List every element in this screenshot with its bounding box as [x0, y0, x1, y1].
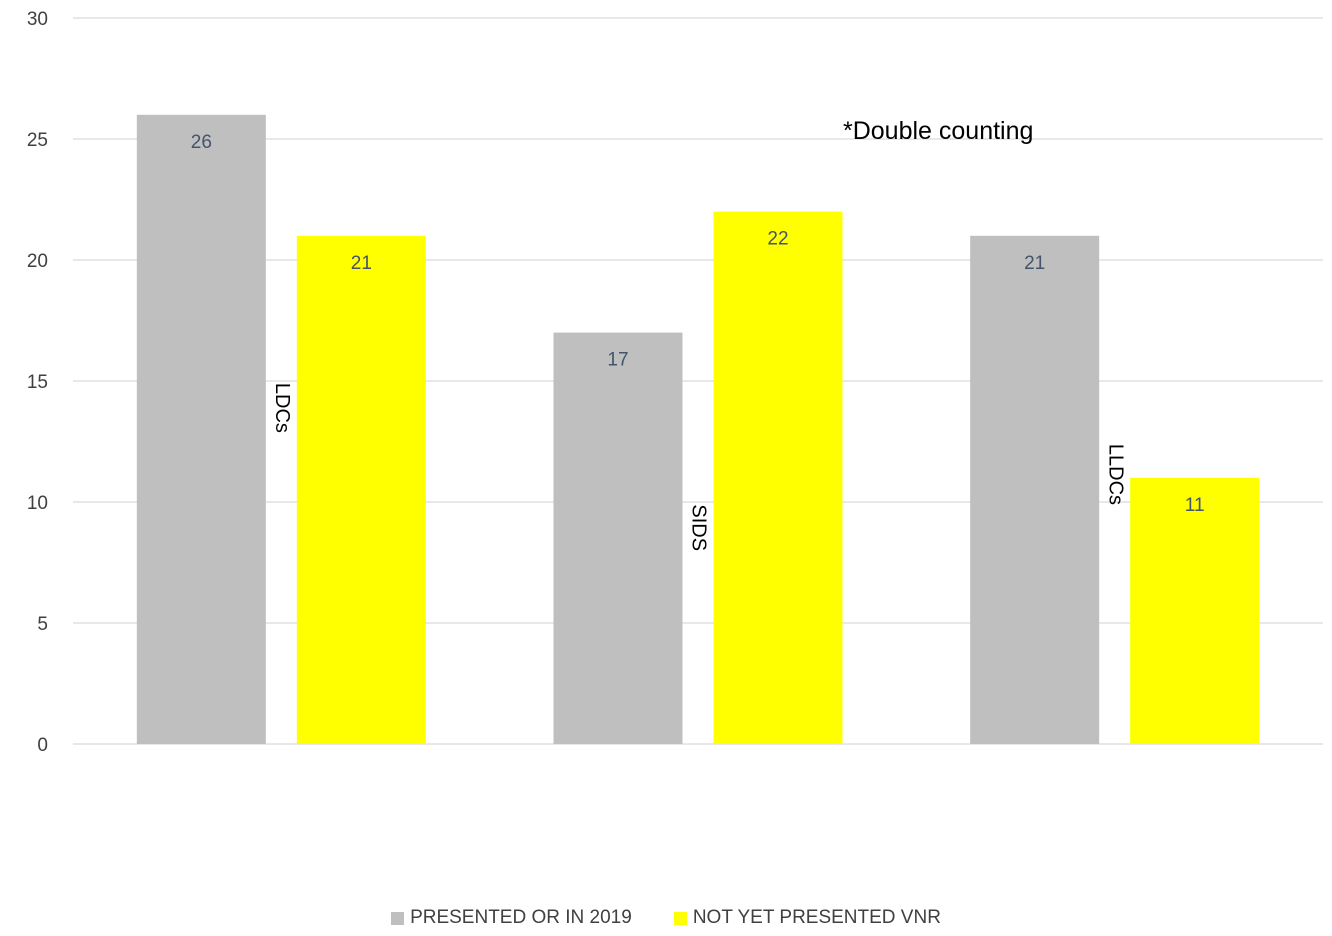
legend-label-not-yet: NOT YET PRESENTED VNR — [692, 907, 941, 928]
y-tick-label: 30 — [27, 9, 48, 30]
y-tick-label: 15 — [27, 372, 48, 393]
bars — [136, 114, 1260, 745]
legend-item-presented: PRESENTED OR IN 2019 — [391, 904, 632, 932]
bar — [713, 211, 843, 745]
category-label: LLDCs — [1104, 444, 1126, 505]
data-label: 21 — [1024, 253, 1045, 274]
bar — [296, 235, 426, 745]
legend: PRESENTED OR IN 2019 NOT YET PRESENTED V… — [0, 904, 1332, 932]
y-tick-label: 5 — [37, 614, 48, 635]
bar — [553, 332, 683, 744]
legend-item-not-yet: NOT YET PRESENTED VNR — [673, 904, 941, 932]
y-tick-label: 25 — [27, 130, 48, 151]
double-counting-note: *Double counting — [843, 117, 1033, 145]
data-label: 21 — [351, 253, 372, 274]
data-label: 17 — [607, 350, 628, 371]
category-label: SIDS — [688, 504, 710, 551]
bar — [970, 235, 1100, 745]
bar — [136, 114, 266, 745]
data-label: 26 — [191, 132, 212, 153]
bar — [1130, 477, 1260, 744]
y-tick-label: 20 — [27, 251, 48, 272]
y-tick-label: 0 — [37, 735, 48, 756]
y-axis-ticks: 0 5 10 15 20 25 30 — [27, 9, 48, 756]
legend-swatch-not-yet — [673, 911, 687, 925]
y-tick-label: 10 — [27, 493, 48, 514]
data-labels: 26 21 17 22 21 11 — [191, 132, 1205, 516]
gridlines — [73, 17, 1323, 745]
data-label: 22 — [767, 229, 788, 250]
data-label: 11 — [1185, 495, 1205, 516]
legend-label-presented: PRESENTED OR IN 2019 — [410, 907, 632, 928]
category-label: LDCs — [271, 383, 293, 433]
category-labels: LDCs SIDS LLDCs — [271, 383, 1126, 551]
legend-swatch-presented — [391, 911, 405, 925]
